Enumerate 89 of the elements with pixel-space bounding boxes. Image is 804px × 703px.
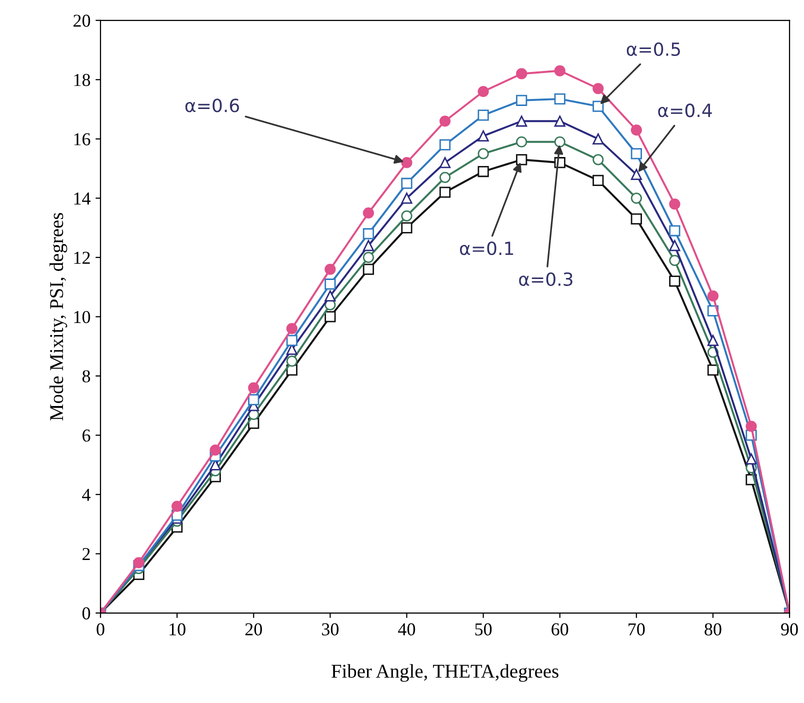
point: [554, 136, 566, 148]
point: [630, 168, 642, 180]
point: [630, 148, 642, 160]
y-tick-label: 18: [74, 74, 90, 86]
y-tick-label: 2: [82, 548, 90, 560]
point: [707, 334, 719, 346]
text: α=0.4: [658, 104, 712, 118]
y-tick-label: 14: [74, 192, 90, 204]
point: [592, 174, 604, 186]
point: [401, 178, 412, 189]
x-tick-label: 0: [96, 623, 104, 636]
point: [707, 364, 719, 376]
y-tick-label: 8: [82, 370, 90, 382]
point: [478, 148, 489, 160]
point: [669, 276, 680, 287]
point: [516, 136, 528, 148]
point: [746, 420, 757, 432]
point: [401, 157, 412, 168]
point: [439, 172, 451, 183]
y-tick-label: 10: [74, 310, 90, 324]
point: [478, 166, 489, 178]
point: [210, 444, 221, 456]
point: [516, 68, 528, 80]
point: [248, 394, 260, 406]
point: [286, 356, 298, 367]
point: [362, 207, 374, 219]
point: [669, 254, 680, 266]
point: [286, 334, 298, 346]
point: [592, 154, 604, 166]
point: [286, 323, 298, 334]
y-tick-label: 12: [74, 252, 90, 264]
y-tick-label: 4: [82, 488, 90, 501]
point: [478, 86, 489, 98]
point: [554, 65, 566, 76]
x-tick-label: 30: [322, 623, 339, 636]
point: [746, 453, 757, 464]
point: [362, 240, 374, 252]
text: α=0.6: [185, 98, 240, 112]
x-tick-label: 80: [704, 623, 722, 636]
point: [478, 110, 489, 121]
point: [516, 94, 528, 106]
y-tick-label: 16: [74, 133, 90, 146]
y-tick-label: 0: [82, 607, 90, 620]
point: [592, 133, 604, 144]
point: [439, 139, 451, 150]
point: [439, 186, 451, 198]
y-axis-title: Mode Mixity, PSI, degrees: [49, 212, 68, 421]
x-axis-title: Fiber Angle, THETA,degrees: [332, 664, 558, 682]
x-tick-label: 50: [475, 623, 492, 636]
y-tick-label: 6: [82, 430, 90, 442]
point: [516, 116, 528, 127]
point: [401, 192, 412, 204]
point: [478, 130, 489, 142]
point: [554, 93, 566, 104]
point: [362, 228, 374, 240]
text: α=0.1: [460, 242, 514, 256]
point: [669, 198, 680, 210]
text: α=0.3: [519, 272, 572, 286]
x-tick-label: 60: [552, 623, 568, 636]
point: [630, 124, 642, 136]
point: [630, 213, 642, 224]
point: [439, 157, 451, 168]
point: [362, 264, 374, 275]
y-tick-label: 20: [74, 14, 90, 27]
point: [630, 192, 642, 204]
x-tick-label: 20: [245, 623, 262, 636]
point: [401, 222, 412, 234]
x-tick-label: 70: [628, 623, 645, 636]
point: [248, 382, 260, 394]
point: [324, 290, 336, 302]
point: [707, 290, 719, 302]
point: [172, 500, 183, 512]
point: [324, 264, 336, 275]
point: [133, 557, 144, 568]
x-tick-label: 90: [781, 623, 798, 636]
point: [516, 154, 528, 166]
point: [324, 311, 336, 322]
point: [554, 116, 566, 127]
point: [401, 210, 412, 222]
point: [669, 225, 680, 236]
point: [324, 278, 336, 290]
x-tick-label: 40: [398, 623, 416, 636]
x-tick-label: 10: [170, 623, 186, 636]
point: [439, 116, 451, 127]
point: [362, 252, 374, 263]
point: [592, 82, 604, 94]
point: [592, 100, 604, 112]
text: α=0.5: [626, 42, 680, 56]
point: [669, 240, 680, 252]
